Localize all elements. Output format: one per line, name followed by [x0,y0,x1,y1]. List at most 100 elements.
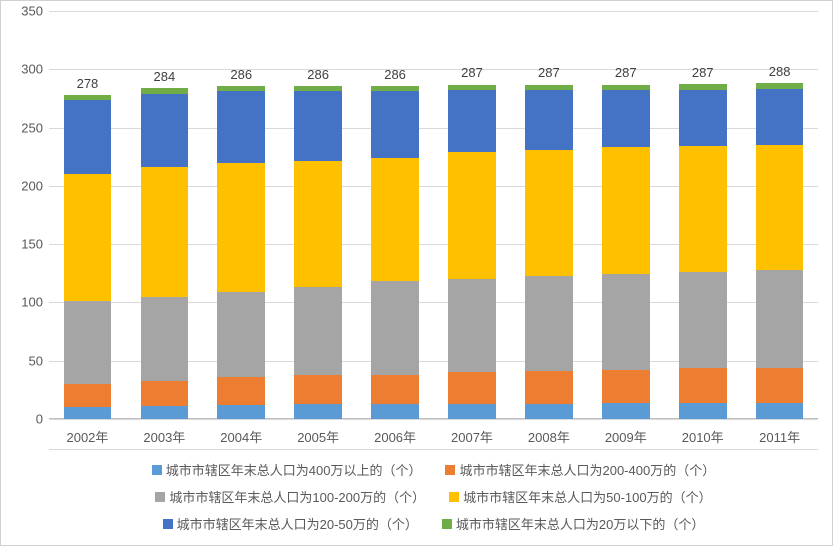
bar-segment-s4 [525,150,573,276]
legend-item: 城市市辖区年末总人口为400万以上的（个） [152,460,422,479]
x-tick-label: 2008年 [510,427,587,446]
legend-swatch [449,492,459,502]
legend-label: 城市市辖区年末总人口为100-200万的（个） [169,487,425,506]
bar-segment-s3 [64,301,112,384]
bar-segment-s3 [525,276,573,372]
bar-group: 287 [664,11,741,419]
bar-total-label: 286 [384,67,406,82]
bar-segment-s5 [141,94,189,167]
bar-segment-s1 [448,404,496,419]
bar-total-label: 287 [461,65,483,80]
bar-stack: 287 [602,84,650,419]
y-tick-label: 300 [21,62,43,77]
bar-stack: 286 [294,86,342,419]
bar-group: 284 [126,11,203,419]
bar-group: 287 [434,11,511,419]
bar-segment-s5 [448,90,496,152]
x-tick-label: 2010年 [664,427,741,446]
x-tick-label: 2011年 [741,427,818,446]
bar-segment-s4 [679,146,727,272]
legend-item: 城市市辖区年末总人口为20万以下的（个） [442,514,704,533]
bar-group: 286 [280,11,357,419]
bar-segment-s3 [448,279,496,372]
bar-segment-s1 [371,404,419,419]
bar-segment-s5 [525,90,573,149]
x-tick-label: 2007年 [434,427,511,446]
bar-segment-s3 [371,281,419,374]
bar-segment-s3 [679,272,727,368]
bars-row: 278 284 286 286 286 287 287 287 287 288 [49,11,818,419]
stacked-bar-chart: 0501001502002503003502782842862862862872… [0,0,833,546]
bar-group: 288 [741,11,818,419]
bar-total-label: 287 [692,65,714,80]
legend-label: 城市市辖区年末总人口为50-100万的（个） [463,487,711,506]
x-tick-label: 2002年 [49,427,126,446]
bar-segment-s2 [64,384,112,407]
bar-segment-s2 [294,375,342,404]
bar-segment-s4 [64,174,112,301]
plot-area: 0501001502002503003502782842862862862872… [49,11,818,419]
bar-segment-s1 [64,407,112,419]
bar-segment-s1 [679,403,727,419]
bar-stack: 288 [756,83,804,419]
legend-swatch [442,519,452,529]
legend-swatch [152,465,162,475]
y-tick-label: 100 [21,295,43,310]
bar-segment-s3 [217,292,265,377]
bar-stack: 287 [448,84,496,419]
bar-total-label: 286 [307,67,329,82]
bar-stack: 287 [679,84,727,419]
bar-segment-s2 [217,377,265,405]
x-tick-label: 2004年 [203,427,280,446]
bar-segment-s2 [756,368,804,403]
bar-segment-s2 [141,381,189,407]
bar-stack: 286 [217,86,265,419]
bar-stack: 284 [141,88,189,419]
legend-swatch [155,492,165,502]
bar-group: 278 [49,11,126,419]
bar-segment-s1 [141,406,189,419]
bar-group: 287 [510,11,587,419]
bar-segment-s4 [602,147,650,274]
legend: 城市市辖区年末总人口为400万以上的（个） 城市市辖区年末总人口为200-400万… [49,449,818,535]
bar-segment-s5 [679,90,727,146]
bar-segment-s1 [602,403,650,419]
x-tick-label: 2005年 [280,427,357,446]
bar-segment-s4 [294,161,342,287]
bar-segment-s5 [294,91,342,161]
bar-segment-s4 [371,158,419,282]
legend-label: 城市市辖区年末总人口为20-50万的（个） [177,514,418,533]
legend-swatch [163,519,173,529]
legend-item: 城市市辖区年末总人口为200-400万的（个） [445,460,715,479]
bar-stack: 278 [64,95,112,419]
bar-stack: 286 [371,86,419,419]
legend-label: 城市市辖区年末总人口为20万以下的（个） [456,514,704,533]
legend-label: 城市市辖区年末总人口为400万以上的（个） [166,460,422,479]
bar-segment-s4 [217,163,265,292]
y-tick-label: 250 [21,120,43,135]
legend-item: 城市市辖区年末总人口为20-50万的（个） [163,514,418,533]
x-axis-labels: 2002年2003年2004年2005年2006年2007年2008年2009年… [49,427,818,446]
bar-segment-s5 [602,90,650,147]
y-tick-label: 50 [29,353,43,368]
bar-group: 286 [203,11,280,419]
bar-stack: 287 [525,84,573,419]
bar-total-label: 278 [77,76,99,91]
y-tick-label: 350 [21,4,43,19]
bar-segment-s3 [602,274,650,370]
legend-item: 城市市辖区年末总人口为100-200万的（个） [155,487,425,506]
bar-segment-s5 [217,91,265,162]
y-tick-label: 200 [21,178,43,193]
x-tick-label: 2003年 [126,427,203,446]
y-tick-label: 150 [21,237,43,252]
legend-item: 城市市辖区年末总人口为50-100万的（个） [449,487,711,506]
bar-segment-s3 [141,297,189,381]
bar-segment-s3 [294,287,342,374]
bar-total-label: 287 [615,65,637,80]
y-tick-label: 0 [36,412,43,427]
bar-segment-s4 [448,152,496,279]
x-tick-label: 2009年 [587,427,664,446]
bar-segment-s2 [679,368,727,403]
bar-group: 286 [357,11,434,419]
bar-total-label: 287 [538,65,560,80]
